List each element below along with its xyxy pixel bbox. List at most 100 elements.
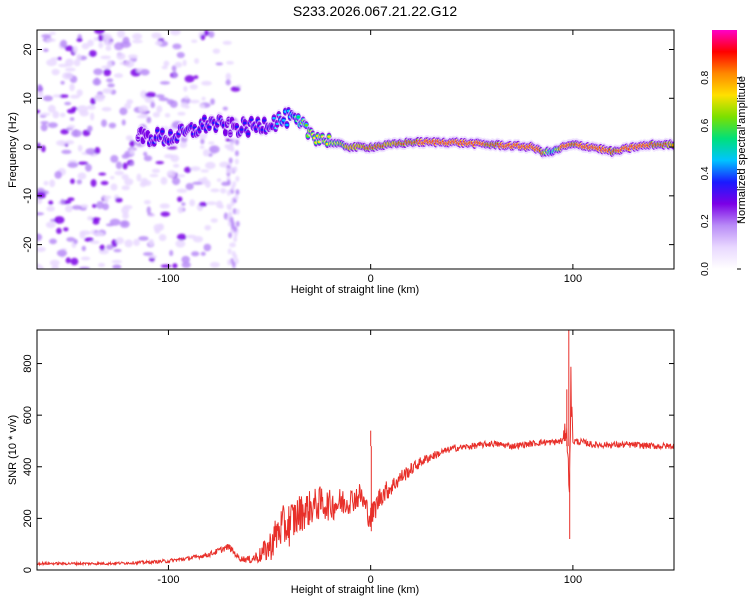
heatmap-cell: [124, 178, 134, 186]
heatmap-cell: [229, 167, 234, 174]
heatmap-cell: [60, 39, 68, 48]
heatmap-cell: [101, 119, 107, 128]
heatmap-cell: [42, 48, 49, 53]
heatmap-cell: [160, 211, 171, 217]
y-tick-label: 0: [22, 144, 34, 150]
heatmap-cell: [148, 255, 157, 259]
colorbar-tick-label: 0.0: [700, 262, 711, 276]
heatmap-cell: [151, 32, 162, 39]
heatmap-cell: [146, 116, 152, 124]
heatmap-cell: [233, 166, 238, 173]
heatmap-cell: [184, 75, 195, 83]
y-tick-label: 600: [22, 406, 34, 424]
heatmap-cell: [164, 113, 171, 118]
heatmap-cell: [222, 40, 232, 45]
heatmap-cell: [201, 80, 212, 86]
heatmap-cell: [70, 178, 75, 185]
heatmap-cell: [58, 94, 69, 98]
heatmap-cell: [98, 172, 107, 176]
heatmap-cell: [210, 188, 220, 193]
heatmap-cell: [37, 233, 43, 241]
heatmap-cell: [138, 236, 149, 241]
heatmap-cell: [77, 161, 89, 165]
heatmap-cell: [172, 43, 182, 50]
heatmap-cell: [203, 30, 210, 36]
heatmap-cell: [177, 206, 184, 214]
heatmap-cell: [64, 205, 73, 213]
heatmap-cell: [226, 203, 231, 210]
y-tick-label: 20: [22, 43, 34, 55]
heatmap-cell: [71, 205, 82, 210]
heatmap-cell: [138, 105, 149, 113]
heatmap-cell: [222, 106, 228, 111]
heatmap-cell: [122, 36, 130, 45]
heatmap-cell: [52, 94, 61, 98]
heatmap-cell: [114, 42, 124, 51]
heatmap-cell: [172, 263, 178, 269]
heatmap-cell: [86, 104, 96, 110]
heatmap-cell: [93, 231, 105, 237]
x-tick-label: 0: [368, 574, 374, 586]
heatmap-cell: [229, 216, 234, 223]
heatmap-cell: [115, 237, 124, 245]
y-tick-label: 800: [22, 354, 34, 372]
heatmap-cell: [113, 248, 122, 253]
heatmap-cell: [200, 251, 206, 256]
heatmap-cell: [191, 251, 200, 257]
heatmap-cell: [100, 180, 109, 186]
heatmap-cell: [168, 131, 173, 134]
y-tick-label: 400: [22, 458, 34, 476]
heatmap-cell: [169, 100, 178, 108]
heatmap-cell: [229, 242, 236, 248]
heatmap-cell: [232, 208, 237, 215]
heatmap-cell: [164, 154, 175, 159]
heatmap-cell: [147, 213, 156, 217]
heatmap-cell: [202, 149, 210, 157]
heatmap-cell: [85, 163, 92, 172]
heatmap-cell: [94, 94, 105, 102]
heatmap-cell: [176, 174, 186, 178]
heatmap-cell: [102, 203, 109, 211]
heatmap-cell: [49, 179, 56, 188]
heatmap-cell: [40, 121, 49, 125]
x-tick-label: 100: [564, 574, 582, 586]
heatmap-cell: [185, 183, 194, 191]
heatmap-cell: [37, 263, 42, 269]
heatmap-cell: [200, 138, 205, 145]
heatmap-cell: [121, 153, 130, 159]
heatmap-cell: [119, 107, 128, 116]
heatmap-cell: [175, 239, 186, 248]
heatmap-cell: [233, 226, 238, 233]
heatmap-cell: [210, 98, 215, 105]
heatmap-cell: [234, 158, 239, 165]
heatmap-cell: [155, 94, 165, 98]
heatmap-cell: [226, 167, 231, 174]
heatmap-ridge: [135, 104, 674, 160]
heatmap-cell: [43, 180, 49, 186]
heatmap-cell: [67, 162, 79, 168]
heatmap-cell: [41, 34, 52, 38]
heatmap-cell: [201, 176, 208, 185]
heatmap-cell: [59, 112, 66, 118]
heatmap-cell: [181, 202, 186, 206]
heatmap-cell: [133, 238, 140, 247]
heatmap-cell: [191, 39, 198, 43]
heatmap-cell: [69, 117, 75, 121]
heatmap-cell: [111, 259, 123, 264]
heatmap-cell: [77, 172, 87, 180]
heatmap-cell: [106, 78, 114, 83]
heatmap-cell: [60, 80, 65, 85]
heatmap-cell: [235, 189, 240, 196]
heatmap-cell: [182, 59, 187, 67]
heatmap-cell: [94, 30, 105, 34]
heatmap-y-label: Frequency (Hz): [7, 112, 19, 188]
figure-title: S233.2026.067.21.22.G12: [293, 3, 457, 19]
heatmap-cell: [233, 231, 238, 238]
heatmap-cell: [229, 141, 234, 148]
heatmap-cell: [70, 257, 79, 266]
heatmap-cell: [37, 246, 46, 253]
heatmap-y-ticks: -20 -10 0 10 20: [22, 43, 674, 253]
heatmap-cell: [327, 135, 331, 138]
heatmap-cell: [89, 240, 100, 245]
